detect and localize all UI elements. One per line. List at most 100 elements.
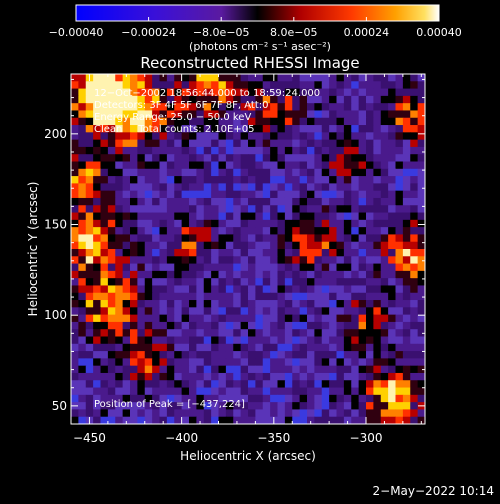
heatmap-cell: [196, 154, 205, 162]
heatmap-cell: [137, 380, 146, 389]
heatmap-cell: [85, 380, 94, 389]
heatmap-cell: [336, 183, 345, 192]
heatmap-cell: [233, 74, 242, 82]
heatmap-cell: [307, 343, 315, 352]
heatmap-cell: [144, 227, 153, 235]
heatmap-cell: [343, 241, 352, 250]
heatmap-cell: [307, 402, 315, 410]
heatmap-cell: [189, 132, 197, 141]
heatmap-cell: [71, 416, 79, 424]
heatmap-cell: [159, 380, 168, 389]
heatmap-cell: [321, 270, 330, 279]
heatmap-cell: [78, 343, 87, 352]
x-tick-label: −450: [73, 431, 106, 445]
heatmap-cell: [307, 416, 315, 424]
x-axis-label: Heliocentric X (arcsec): [180, 449, 316, 463]
heatmap-cell: [358, 321, 367, 330]
heatmap-cell: [262, 227, 271, 235]
heatmap-cell: [189, 139, 197, 148]
heatmap-cell: [410, 380, 419, 389]
heatmap-cell: [417, 154, 425, 162]
heatmap-cell: [211, 132, 220, 141]
heatmap-cell: [225, 365, 234, 374]
heatmap-cell: [166, 132, 175, 141]
heatmap-cell: [152, 321, 161, 330]
observation-info: 12−Oct−2002 18:56:44.000 to 18:59:24.000…: [94, 88, 320, 135]
heatmap-cell: [107, 336, 116, 345]
heatmap-cell: [166, 139, 175, 148]
heatmap-cell: [78, 285, 87, 294]
heatmap-cell: [78, 365, 87, 374]
heatmap-cell: [181, 394, 190, 403]
heatmap-cell: [211, 183, 220, 192]
heatmap-cell: [218, 292, 227, 301]
heatmap-cell: [211, 249, 220, 257]
heatmap-cell: [225, 74, 234, 82]
heatmap-cell: [203, 336, 212, 345]
heatmap-cell: [122, 321, 131, 330]
heatmap-cell: [225, 205, 234, 214]
heatmap-cell: [189, 103, 197, 111]
heatmap-cell: [270, 256, 279, 265]
heatmap-cell: [395, 183, 404, 192]
heatmap-cell: [314, 343, 323, 352]
heatmap-cell: [351, 416, 360, 424]
heatmap-cell: [262, 380, 271, 389]
heatmap-cell: [196, 117, 205, 126]
heatmap-cell: [351, 146, 360, 155]
heatmap-cell: [174, 81, 183, 90]
heatmap-cell: [130, 380, 138, 389]
heatmap-cell: [395, 117, 404, 126]
heatmap-cell: [166, 321, 175, 330]
heatmap-cell: [225, 117, 234, 126]
heatmap-cell: [277, 88, 286, 97]
heatmap-cell: [307, 212, 315, 221]
heatmap-cell: [100, 278, 109, 286]
heatmap-cell: [358, 117, 367, 126]
heatmap-cell: [314, 205, 323, 214]
heatmap-cell: [78, 205, 87, 214]
heatmap-cell: [225, 212, 234, 221]
heatmap-cell: [107, 380, 116, 389]
heatmap-cell: [78, 241, 87, 250]
heatmap-cell: [255, 219, 264, 228]
heatmap-cell: [388, 197, 397, 206]
heatmap-cell: [122, 227, 131, 235]
heatmap-cell: [270, 154, 279, 162]
heatmap-cell: [351, 227, 360, 235]
heatmap-cell: [233, 358, 242, 367]
heatmap-cell: [225, 300, 234, 308]
heatmap-cell: [248, 154, 256, 162]
heatmap-cell: [321, 292, 330, 301]
heatmap-cell: [130, 110, 138, 119]
heatmap-cell: [380, 351, 389, 359]
heatmap-cell: [240, 336, 249, 345]
heatmap-cell: [270, 402, 279, 410]
heatmap-cell: [255, 183, 264, 192]
heatmap-cell: [299, 300, 308, 308]
heatmap-cell: [130, 74, 138, 82]
peak-position-label: Position of Peak = [−437,224]: [94, 399, 245, 410]
heatmap-cell: [248, 212, 256, 221]
heatmap-cell: [351, 176, 360, 184]
x-tick-label: −400: [165, 431, 198, 445]
heatmap-cell: [233, 95, 242, 104]
heatmap-cell: [240, 249, 249, 257]
heatmap-cell: [388, 190, 397, 199]
heatmap-cell: [270, 176, 279, 184]
heatmap-cell: [240, 168, 249, 177]
heatmap-cell: [233, 176, 242, 184]
heatmap-cell: [358, 110, 367, 119]
heatmap-cell: [351, 256, 360, 265]
heatmap-cell: [321, 95, 330, 104]
y-axis-label: Heliocentric Y (arcsec): [26, 182, 40, 317]
heatmap-cell: [255, 125, 264, 133]
heatmap-cell: [380, 190, 389, 199]
heatmap-cell: [343, 154, 352, 162]
heatmap-cell: [248, 103, 256, 111]
heatmap-cell: [189, 205, 197, 214]
heatmap-cell: [225, 125, 234, 133]
heatmap-cell: [240, 270, 249, 279]
heatmap-cell: [395, 161, 404, 170]
heatmap-cell: [314, 336, 323, 345]
